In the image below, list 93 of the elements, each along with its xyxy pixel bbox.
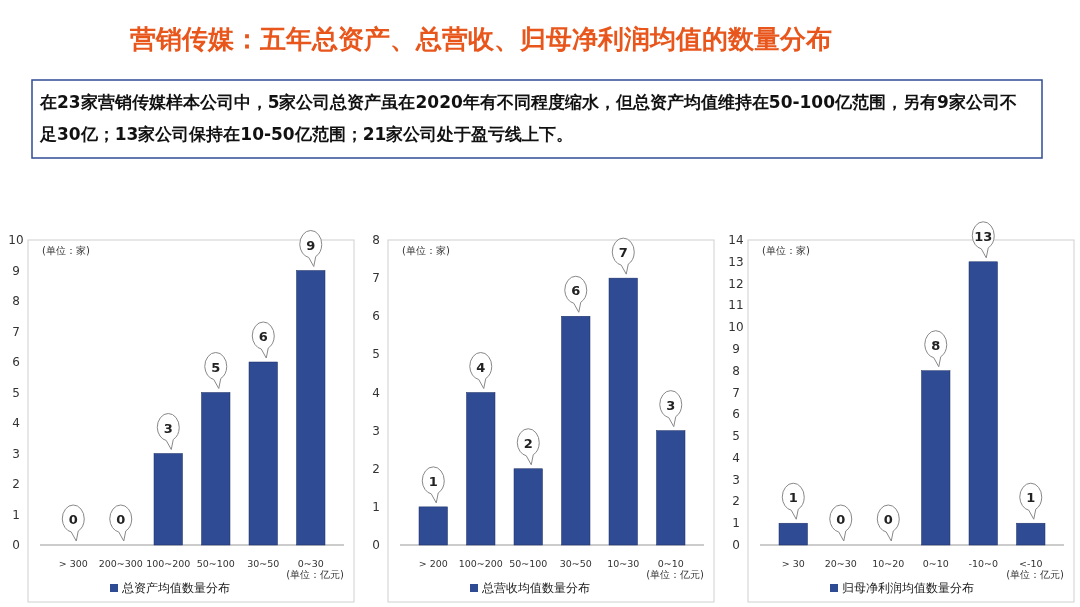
y-tick-label: 2 [372,461,380,476]
data-label: 9 [306,237,316,253]
text: (单位：亿元) [286,569,345,580]
x-tick-label: 200~300 [98,558,143,569]
data-label: 0 [68,512,78,527]
x-tick-label: 0~10 [657,558,684,569]
data-label: 0 [883,512,893,527]
annotation: (单位：家) [42,245,90,256]
y-tick-label: 3 [12,446,20,461]
data-label: 0 [836,512,846,527]
bar [656,430,686,546]
y-tick-label: 4 [732,450,740,465]
y-tick-label: 0 [732,538,740,552]
data-label: 2 [523,435,533,451]
bar [466,392,496,546]
y-tick-label: 5 [372,347,380,362]
y-tick-label: 11 [728,298,744,313]
data-label: 1 [428,473,438,489]
bar [201,392,231,546]
data-label: 3 [666,397,676,413]
y-tick-label: 7 [12,324,20,339]
y-tick-label: 1 [732,516,740,531]
y-tick-label: 6 [372,309,380,324]
y-tick-label: 3 [372,423,380,438]
y-tick-label: 5 [12,385,20,400]
y-tick-label: 8 [372,233,380,247]
text: (单位：亿元) [646,569,705,580]
legend-label: 总资产均值数量分布 [121,581,230,595]
data-label: 1 [1026,490,1036,506]
x-tick-label: 0~30 [297,558,324,569]
legend-label: 归母净利润均值数量分布 [842,581,974,595]
legend-label: 总营收均值数量分布 [481,581,590,595]
x-tick-label: 50~100 [196,558,235,569]
y-tick-label: 8 [732,363,740,378]
y-tick-label: 6 [12,355,20,369]
x-tick-label: 10~30 [607,558,640,569]
y-tick-label: 8 [12,294,20,308]
y-tick-label: 0 [372,538,380,552]
y-tick-label: 9 [732,341,740,356]
data-label: 4 [476,359,486,375]
y-tick-label: 2 [12,477,20,491]
data-label: 7 [618,245,628,261]
x-tick-label: > 200 [418,558,448,569]
x-tick-label: > 300 [58,558,88,569]
y-tick-label: 7 [372,271,380,286]
y-tick-label: 3 [732,472,740,487]
bar [561,316,591,546]
data-label: 3 [163,420,173,436]
text: 在23家营销传媒样本公司中，5家公司总资产虽在2020年有不同程度缩水，但总资产均值维持在50-100亿范围，另有9家公司不足30亿；13家公司保持在10-50亿范围；21家公司处于盈亏线上下。 [39,92,1017,144]
text: (单位：亿元) [1006,569,1065,580]
y-tick-label: 10 [8,233,24,247]
annotation: (单位：家) [762,245,810,256]
y-tick-label: 12 [728,276,744,291]
y-tick-label: 4 [12,416,20,430]
y-tick-label: 13 [728,254,744,269]
data-label: 5 [211,359,221,375]
x-tick-label: 10~20 [872,558,905,569]
y-tick-label: 5 [732,429,740,444]
bar [418,506,448,546]
x-tick-label: 100~200 [458,558,503,569]
x-tick-label: 100~200 [146,558,191,569]
bar [921,370,951,546]
y-tick-label: 1 [12,507,20,522]
y-tick-label: 2 [732,494,740,509]
y-tick-label: 10 [728,320,744,335]
data-label: 6 [571,283,581,299]
x-tick-label: 30~50 [559,558,592,569]
bar [296,270,326,546]
annotation: (单位：家) [402,245,450,256]
y-tick-label: 14 [728,233,744,247]
y-tick-label: 0 [12,538,20,552]
y-tick-label: 6 [732,407,740,422]
x-tick-label: 30~50 [247,558,280,569]
data-label: 8 [931,337,941,353]
y-tick-label: 1 [372,499,380,514]
data-label: 6 [258,329,268,344]
data-label: 0 [116,512,126,527]
x-tick-label: 0~10 [922,558,949,569]
data-label: 1 [788,490,798,506]
bar [513,468,543,546]
x-tick-label: > 30 [781,558,805,569]
bar [248,361,278,546]
bar [153,453,183,546]
x-tick-label: -10~0 [968,558,999,569]
y-tick-label: 7 [732,385,740,400]
bar [968,261,998,546]
data-label: 13 [974,228,993,244]
x-tick-label: 50~100 [509,558,548,569]
x-tick-label: <-10 [1019,558,1043,569]
x-tick-label: 20~30 [824,558,857,569]
text: 营销传媒：五年总资产、总营收、归母净利润均值的数量分布 [129,24,832,54]
y-tick-label: 9 [12,263,20,278]
y-tick-label: 4 [372,385,380,400]
